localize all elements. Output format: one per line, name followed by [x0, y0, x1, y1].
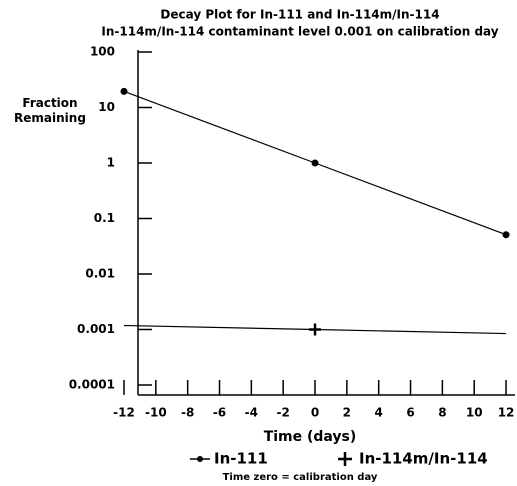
chart-title: Decay Plot for In-111 and In-114m/In-114 [160, 8, 439, 22]
data-point [502, 231, 510, 239]
x-tick-label: 2 [343, 406, 351, 420]
annotation: Time zero = calibration day [223, 472, 378, 483]
x-tick-label: -10 [145, 406, 167, 420]
y-tick-label: 1 [107, 156, 115, 170]
x-tick-label: 0 [311, 406, 319, 420]
y-tick-label: 100 [90, 45, 115, 59]
y-tick-label: 0.1 [94, 211, 115, 225]
x-tick-label: 8 [438, 406, 446, 420]
x-tick-label: -8 [181, 406, 194, 420]
chart-subtitle: In-114m/In-114 contaminant level 0.001 o… [101, 25, 498, 39]
x-tick-label: 4 [375, 406, 383, 420]
x-tick-label: 12 [498, 406, 515, 420]
y-tick-label: 10 [98, 100, 115, 114]
data-point [311, 159, 319, 167]
y-tick-label: 0.0001 [69, 378, 115, 392]
x-tick-label: -2 [277, 406, 290, 420]
data-point [120, 87, 128, 95]
x-tick-label: 10 [466, 406, 483, 420]
data-point [309, 323, 322, 336]
x-tick-label: 6 [406, 406, 414, 420]
y-axis-label: Fraction Remaining [14, 96, 86, 125]
legend-label: In-111 [214, 450, 268, 468]
y-tick-label: 0.001 [77, 322, 115, 336]
x-tick-label: -6 [213, 406, 226, 420]
legend-marker [197, 456, 203, 462]
x-axis-label: Time (days) [264, 429, 357, 445]
y-tick-label: 0.01 [85, 267, 115, 281]
x-tick-label: -12 [113, 406, 135, 420]
x-tick-label: -4 [245, 406, 258, 420]
legend-item: In-114m/In-114 [338, 450, 488, 468]
legend-marker [338, 452, 352, 466]
legend-item: In-111 [190, 450, 268, 468]
legend-label: In-114m/In-114 [359, 450, 488, 468]
